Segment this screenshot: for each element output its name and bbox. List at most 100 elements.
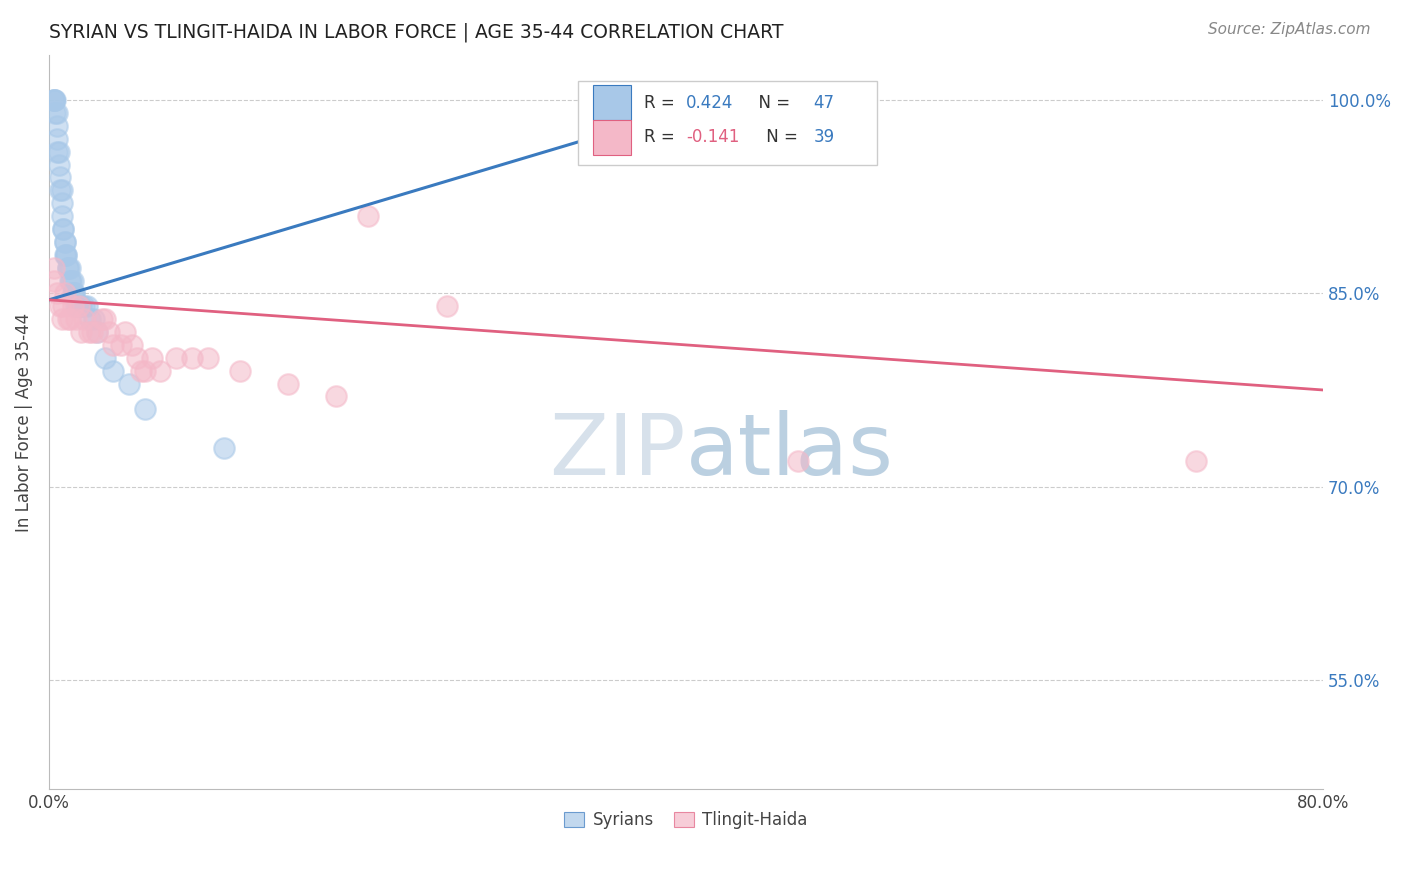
Point [436, 299, 458, 313]
Point [86, 325, 108, 339]
Point [49, 183, 72, 197]
Point [67, 299, 90, 313]
Point [134, 364, 156, 378]
Point [55, 248, 77, 262]
Point [45, 132, 67, 146]
Point [181, 351, 204, 365]
Point [53, 248, 76, 262]
Text: Source: ZipAtlas.com: Source: ZipAtlas.com [1208, 22, 1371, 37]
Point [42, 93, 65, 107]
Point [80, 325, 103, 339]
Point [62, 299, 84, 313]
Point [45, 119, 67, 133]
Point [325, 389, 347, 403]
Point [73, 299, 96, 313]
Point [93, 351, 115, 365]
Text: 47: 47 [814, 94, 835, 112]
Point [44, 93, 66, 107]
Y-axis label: In Labor Force | Age 35-44: In Labor Force | Age 35-44 [15, 312, 32, 532]
Legend: Syrians, Tlingit-Haida: Syrians, Tlingit-Haida [558, 805, 814, 836]
Point [79, 312, 101, 326]
Point [42, 273, 65, 287]
Point [65, 312, 87, 326]
Point [42, 93, 65, 107]
Point [66, 299, 89, 313]
Text: R =: R = [644, 128, 681, 146]
Point [53, 286, 76, 301]
Point [114, 325, 136, 339]
Point [51, 196, 73, 211]
Text: -0.141: -0.141 [686, 128, 740, 146]
Point [356, 209, 378, 223]
Point [53, 235, 76, 249]
Point [60, 273, 83, 287]
Text: ZIP: ZIP [550, 410, 686, 493]
Point [125, 351, 148, 365]
Point [42, 93, 65, 107]
Point [48, 145, 70, 159]
Point [229, 364, 252, 378]
Point [52, 222, 75, 236]
Point [101, 338, 124, 352]
Point [59, 273, 82, 287]
Point [110, 338, 132, 352]
Point [83, 312, 105, 326]
Point [90, 312, 112, 326]
Point [45, 106, 67, 120]
Point [197, 351, 219, 365]
Point [212, 441, 235, 455]
Text: R =: R = [644, 94, 681, 112]
Text: 0.424: 0.424 [686, 94, 734, 112]
Point [56, 260, 79, 275]
Point [55, 248, 77, 262]
Point [51, 183, 73, 197]
Point [51, 312, 73, 326]
FancyBboxPatch shape [578, 81, 877, 165]
Point [62, 273, 84, 287]
Point [93, 312, 115, 326]
Point [149, 364, 172, 378]
Point [51, 209, 73, 223]
Point [86, 325, 108, 339]
Point [62, 286, 84, 301]
Point [56, 312, 79, 326]
Point [63, 286, 86, 301]
Point [49, 170, 72, 185]
Text: N =: N = [748, 94, 796, 112]
Point [69, 299, 91, 313]
Point [69, 325, 91, 339]
Point [98, 325, 121, 339]
Point [52, 222, 75, 236]
FancyBboxPatch shape [593, 120, 631, 155]
Point [44, 106, 66, 120]
Point [707, 93, 730, 107]
Point [49, 299, 72, 313]
Text: atlas: atlas [686, 410, 894, 493]
FancyBboxPatch shape [593, 86, 631, 120]
Point [45, 145, 67, 159]
Point [59, 312, 82, 326]
Point [141, 351, 163, 365]
Point [121, 338, 143, 352]
Point [76, 299, 98, 313]
Text: 39: 39 [814, 128, 835, 146]
Point [77, 325, 100, 339]
Point [53, 235, 76, 249]
Point [56, 260, 79, 275]
Point [277, 376, 299, 391]
Point [42, 260, 65, 275]
Point [165, 351, 187, 365]
Point [786, 454, 808, 468]
Point [52, 299, 75, 313]
Point [134, 402, 156, 417]
Point [59, 260, 82, 275]
Point [45, 286, 67, 301]
Text: N =: N = [761, 128, 803, 146]
Point [117, 376, 139, 391]
Point [101, 364, 124, 378]
Point [73, 312, 96, 326]
Point [1184, 454, 1206, 468]
Point [63, 286, 86, 301]
Point [48, 158, 70, 172]
Point [67, 299, 90, 313]
